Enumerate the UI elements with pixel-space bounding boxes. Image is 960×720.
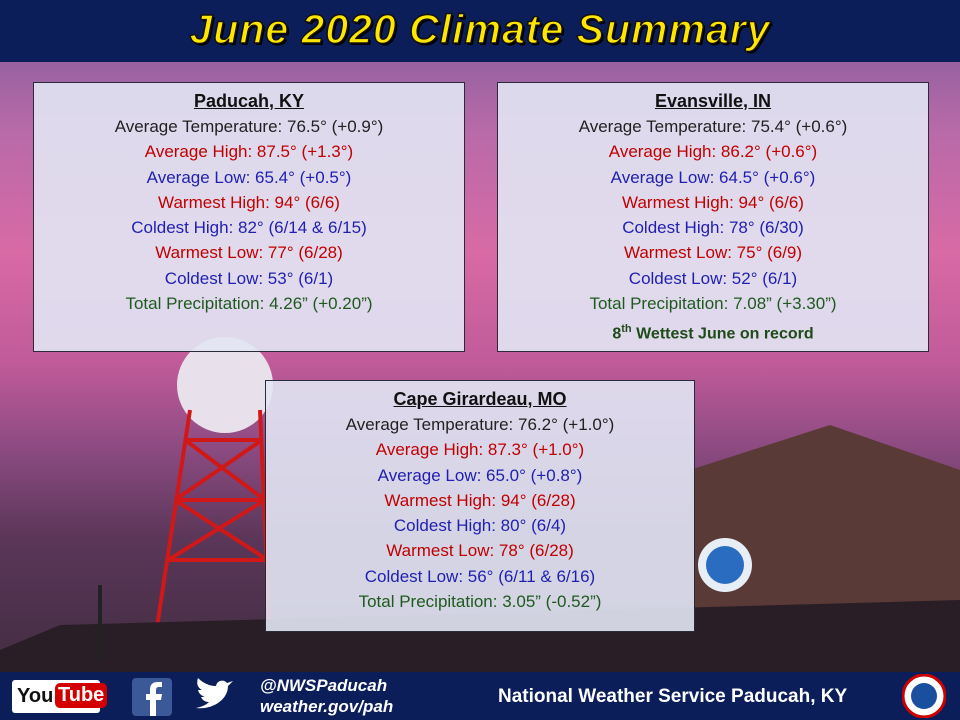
station-box: Paducah, KY Average Temperature: 76.5° (+… <box>33 82 465 352</box>
stat-line: Warmest High: 94° (6/6) <box>158 192 340 212</box>
station-box: Evansville, IN Average Temperature: 75.4°… <box>497 82 929 352</box>
stat-line: Average High: 87.3° (+1.0°) <box>375 440 585 460</box>
stat-line: Warmest Low: 77° (6/28) <box>155 243 343 263</box>
stat-line: Coldest Low: 52° (6/1) <box>628 268 798 288</box>
station-box: Cape Girardeau, MO Average Temperature: 7… <box>265 380 695 632</box>
stat-line: Warmest High: 94° (6/28) <box>384 490 576 510</box>
station-name: Paducah, KY <box>193 91 305 111</box>
note-suffix: th <box>621 323 632 336</box>
station-name: Evansville, IN <box>654 91 772 111</box>
office-name: National Weather Service Paducah, KY <box>498 686 848 707</box>
stat-line: Total Precipitation: 4.26” (+0.20”) <box>125 294 373 314</box>
stat-line: Coldest Low: 56° (6/11 & 6/16) <box>364 566 596 586</box>
footer-bar: You Tube @NWSPaducah weather.gov/pah Nat… <box>0 672 960 720</box>
twitter-handle: @NWSPaducah <box>260 676 388 695</box>
stat-line: Average Low: 65.4° (+0.5°) <box>146 167 352 187</box>
stat-line: Average Temperature: 76.5° (+0.9°) <box>114 117 384 136</box>
stat-line: Average Low: 64.5° (+0.6°) <box>610 167 816 187</box>
station-name: Cape Girardeau, MO <box>393 389 567 409</box>
stat-line: Warmest Low: 75° (6/9) <box>623 243 803 263</box>
youtube-logo[interactable]: You Tube <box>12 680 108 713</box>
note-number: 8 <box>612 325 622 343</box>
stat-line: Average Low: 65.0° (+0.8°) <box>377 465 583 485</box>
stat-line: Total Precipitation: 3.05” (-0.52”) <box>358 592 602 612</box>
youtube-tube: Tube <box>55 683 108 708</box>
nws-logo <box>902 674 946 718</box>
social-icons[interactable] <box>132 678 242 716</box>
website: weather.gov/pah <box>260 697 394 716</box>
stat-line: Average Temperature: 75.4° (+0.6°) <box>578 117 848 136</box>
header-bar <box>0 0 960 62</box>
stat-line: Total Precipitation: 7.08” (+3.30”) <box>589 294 837 314</box>
title: June 2020 Climate Summary <box>189 5 771 53</box>
youtube-you: You <box>17 685 54 707</box>
stat-line: Warmest High: 94° (6/6) <box>622 192 804 212</box>
record-note: 8th Wettest June on record <box>498 316 928 347</box>
stat-line: Average High: 86.2° (+0.6°) <box>608 142 818 162</box>
stat-line: Average Temperature: 76.2° (+1.0°) <box>345 415 615 434</box>
stat-line: Coldest High: 78° (6/30) <box>622 218 804 238</box>
note-text: Wettest June on record <box>636 325 814 343</box>
stat-line: Warmest Low: 78° (6/28) <box>386 541 574 561</box>
stat-line: Coldest High: 80° (6/4) <box>393 516 567 536</box>
stat-line: Coldest Low: 53° (6/1) <box>164 268 334 288</box>
stat-line: Coldest High: 82° (6/14 & 6/15) <box>131 218 367 238</box>
stat-line: Average High: 87.5° (+1.3°) <box>144 142 354 162</box>
